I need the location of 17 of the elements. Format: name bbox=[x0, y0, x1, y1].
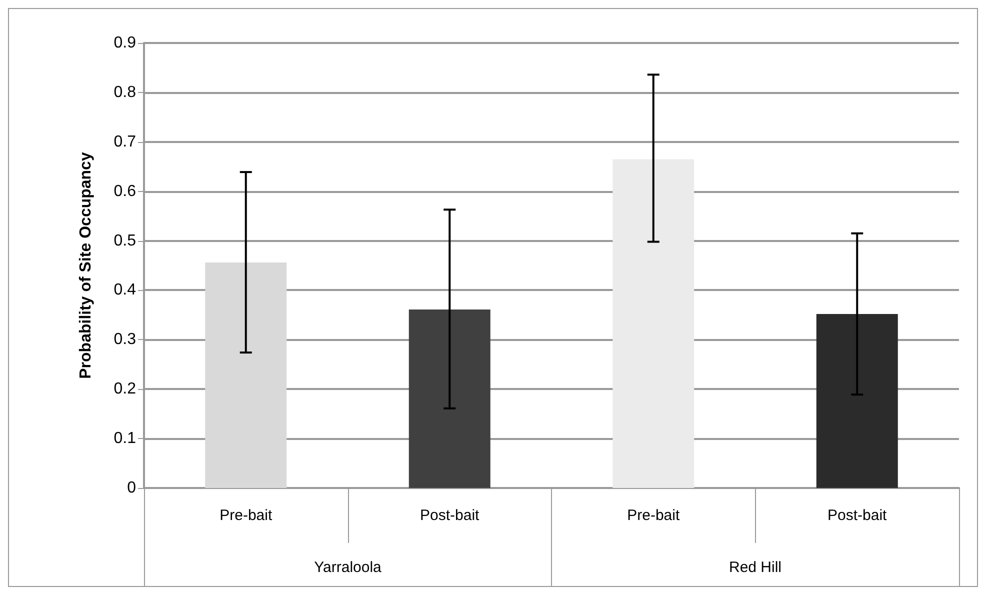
y-tick-label: 0.9 bbox=[114, 34, 136, 52]
y-tick-label: 0.8 bbox=[114, 84, 136, 101]
y-tick-label: 0.4 bbox=[114, 282, 136, 299]
y-tick-label: 0 bbox=[127, 480, 136, 496]
y-tick-label: 0.5 bbox=[114, 232, 136, 250]
x-tick-label: Pre-bait bbox=[627, 507, 680, 524]
x-tick-label: Pre-bait bbox=[220, 507, 273, 524]
y-tick-label: 0.7 bbox=[114, 133, 136, 150]
y-tick-label: 0.2 bbox=[114, 380, 136, 398]
y-axis-title: Probability of Site Occupancy bbox=[78, 152, 94, 379]
x-tick-label: Post-bait bbox=[420, 507, 480, 524]
y-tick-label: 0.6 bbox=[114, 182, 136, 200]
text: Yarraloola bbox=[314, 559, 382, 576]
text: Red Hill bbox=[728, 559, 782, 576]
y-tick-label: 0.3 bbox=[114, 331, 136, 348]
y-tick-label: 0.1 bbox=[114, 430, 136, 448]
x-tick-label: Post-bait bbox=[828, 507, 888, 524]
